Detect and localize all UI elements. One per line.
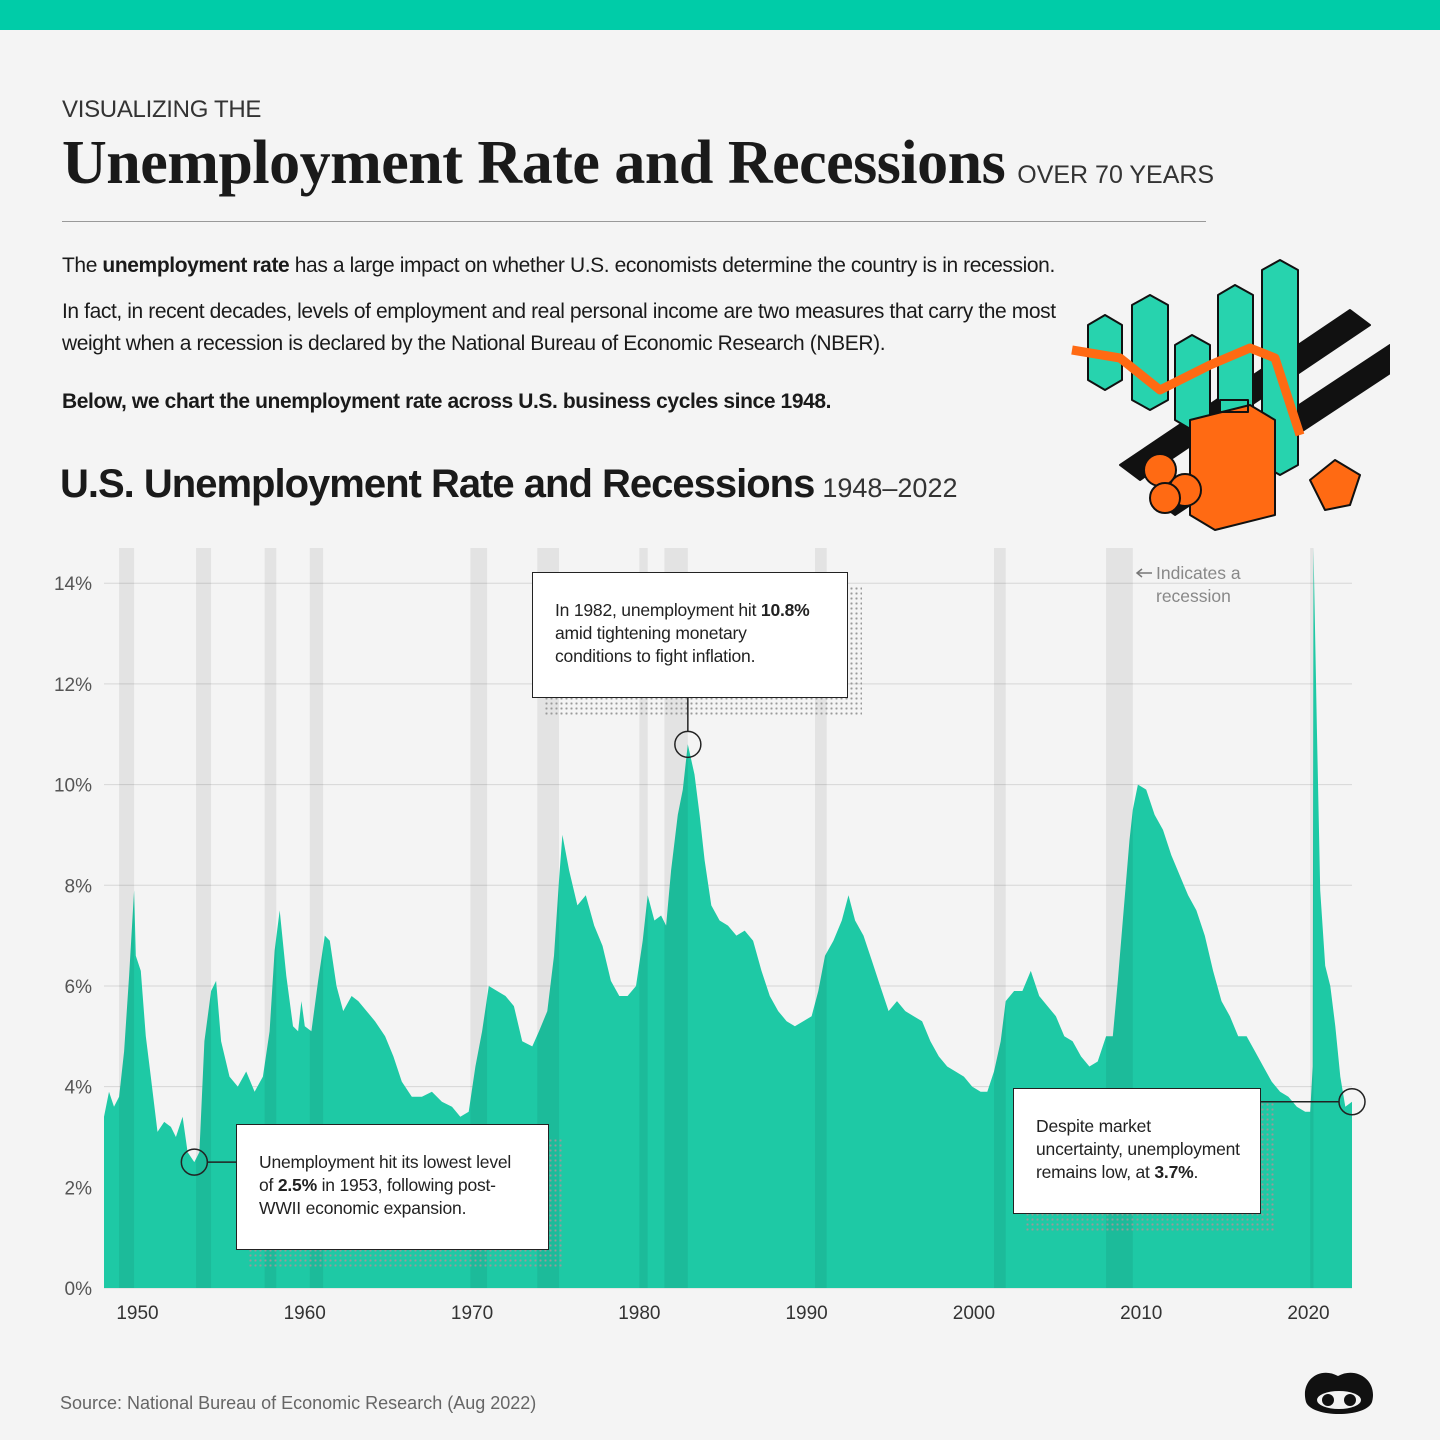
x-tick-label: 1970 xyxy=(451,1303,493,1324)
recession-band xyxy=(1310,548,1314,1288)
divider xyxy=(62,221,1206,222)
intro-paragraph: In fact, in recent decades, levels of em… xyxy=(62,296,1062,360)
annotation-box: In 1982, unemployment hit 10.8% amid tig… xyxy=(532,572,848,698)
recession-band xyxy=(309,548,324,1288)
annotation-text: in 1953, following post-WWII economic ex… xyxy=(259,1175,496,1218)
title-suffix: OVER 70 YEARS xyxy=(1017,161,1215,189)
annotation-text: Despite market uncertainty, unemployment… xyxy=(1036,1116,1240,1182)
text: The xyxy=(62,254,103,277)
annotation-text: Unemployment hit its lowest level of xyxy=(259,1152,512,1195)
kicker: VISUALIZING THE xyxy=(62,96,262,123)
annotation-value: 3.7% xyxy=(1154,1162,1194,1182)
y-tick-label: 8% xyxy=(65,876,93,897)
text: In fact, in recent decades, levels of em… xyxy=(62,300,1056,355)
x-tick-label: 2020 xyxy=(1287,1303,1329,1324)
text: Below, we chart the unemployment rate ac… xyxy=(62,390,832,413)
intro-paragraph: Below, we chart the unemployment rate ac… xyxy=(62,386,1062,418)
y-tick-label: 2% xyxy=(65,1178,93,1199)
recession-band xyxy=(470,548,488,1288)
recession-band xyxy=(639,548,648,1288)
legend-arrow xyxy=(1135,568,1152,578)
intro-paragraph: The unemployment rate has a large impact… xyxy=(62,250,1182,282)
recession-band xyxy=(119,548,135,1288)
x-tick-label: 1950 xyxy=(116,1303,158,1324)
source: Source: National Bureau of Economic Rese… xyxy=(60,1393,537,1413)
x-tick-label: 2000 xyxy=(953,1303,995,1324)
y-tick-label: 10% xyxy=(54,776,92,797)
annotation-box: Despite market uncertainty, unemployment… xyxy=(1013,1088,1261,1214)
recession-band xyxy=(537,548,560,1288)
annotation-text: amid tightening monetary conditions to f… xyxy=(555,623,756,666)
recession-band xyxy=(264,548,277,1288)
title-text: Unemployment Rate and Recessions xyxy=(62,129,1006,197)
y-tick-label: 0% xyxy=(65,1279,93,1300)
x-tick-label: 1980 xyxy=(618,1303,660,1324)
annotation-value: 10.8% xyxy=(760,600,810,620)
y-tick-label: 6% xyxy=(65,977,93,998)
annotation-value: 2.5% xyxy=(277,1175,317,1195)
y-tick-label: 14% xyxy=(54,574,92,595)
page-title: Unemployment Rate and Recessions OVER 70 … xyxy=(62,128,1214,199)
chart-subtitle: 1948–2022 xyxy=(822,473,958,503)
recession-legend: Indicates a recession xyxy=(1156,563,1241,606)
logo xyxy=(1304,1372,1374,1414)
recession-band xyxy=(993,548,1006,1288)
x-tick-label: 1960 xyxy=(284,1303,326,1324)
chart-title-text: U.S. Unemployment Rate and Recessions xyxy=(60,462,815,506)
annotation-text: In 1982, unemployment hit xyxy=(555,600,761,620)
recession-band xyxy=(814,548,827,1288)
illustration xyxy=(1071,259,1390,531)
annotation-box: Unemployment hit its lowest level of 2.5… xyxy=(236,1124,549,1250)
x-tick-label: 1990 xyxy=(785,1303,827,1324)
text: has a large impact on whether U.S. econo… xyxy=(289,254,1056,277)
bold-text: unemployment rate xyxy=(102,254,290,277)
chart-title: U.S. Unemployment Rate and Recessions 194… xyxy=(60,462,957,507)
recession-band xyxy=(196,548,212,1288)
annotation-text: . xyxy=(1193,1162,1199,1182)
x-tick-label: 2010 xyxy=(1120,1303,1162,1324)
y-tick-label: 12% xyxy=(54,675,92,696)
top-bar xyxy=(0,0,1440,30)
y-tick-label: 4% xyxy=(65,1078,93,1099)
